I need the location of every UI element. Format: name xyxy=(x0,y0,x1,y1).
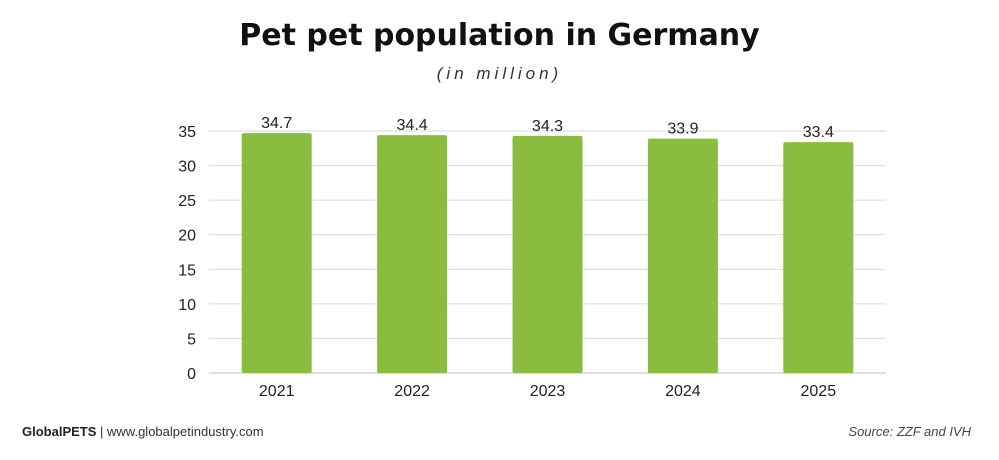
data-label: 33.4 xyxy=(803,124,834,141)
footer-credit: GlobalPETS | www.globalpetindustry.com xyxy=(22,424,264,439)
data-label: 34.7 xyxy=(261,115,292,132)
y-tick-label: 20 xyxy=(178,228,196,245)
x-tick-label: 2022 xyxy=(394,383,430,400)
bar-2022 xyxy=(377,135,448,373)
data-label: 33.9 xyxy=(667,121,698,138)
y-axis-ticks: 0 5 10 15 20 25 30 35 xyxy=(178,124,196,383)
y-tick-label: 5 xyxy=(187,331,196,348)
y-tick-label: 35 xyxy=(178,124,196,141)
bar-2023 xyxy=(512,135,583,373)
x-tick-label: 2024 xyxy=(665,383,701,400)
x-tick-label: 2021 xyxy=(259,383,295,400)
bar-2021 xyxy=(241,133,312,373)
y-tick-label: 25 xyxy=(178,193,196,210)
x-axis-ticks: 2021 2022 2023 2024 2025 xyxy=(259,383,836,400)
website-link[interactable]: www.globalpetindustry.com xyxy=(107,424,264,439)
chart-subtitle: (in million) xyxy=(436,64,563,83)
bars xyxy=(241,133,854,373)
bar-2025 xyxy=(783,142,854,373)
y-tick-label: 30 xyxy=(178,159,196,176)
chart-title: Pet pet population in Germany xyxy=(239,18,760,53)
bar-2024 xyxy=(647,138,718,373)
x-tick-label: 2023 xyxy=(530,383,566,400)
y-tick-label: 10 xyxy=(178,297,196,314)
x-tick-label: 2025 xyxy=(801,383,837,400)
brand-name: GlobalPETS xyxy=(22,424,97,439)
source-note: Source: ZZF and IVH xyxy=(848,424,971,439)
footer-separator: | xyxy=(96,424,108,439)
y-tick-label: 15 xyxy=(178,262,196,279)
data-labels: 34.7 34.4 34.3 33.9 33.4 xyxy=(261,115,834,141)
data-label: 34.3 xyxy=(532,118,563,135)
data-label: 34.4 xyxy=(397,117,428,134)
y-tick-label: 0 xyxy=(187,366,196,383)
